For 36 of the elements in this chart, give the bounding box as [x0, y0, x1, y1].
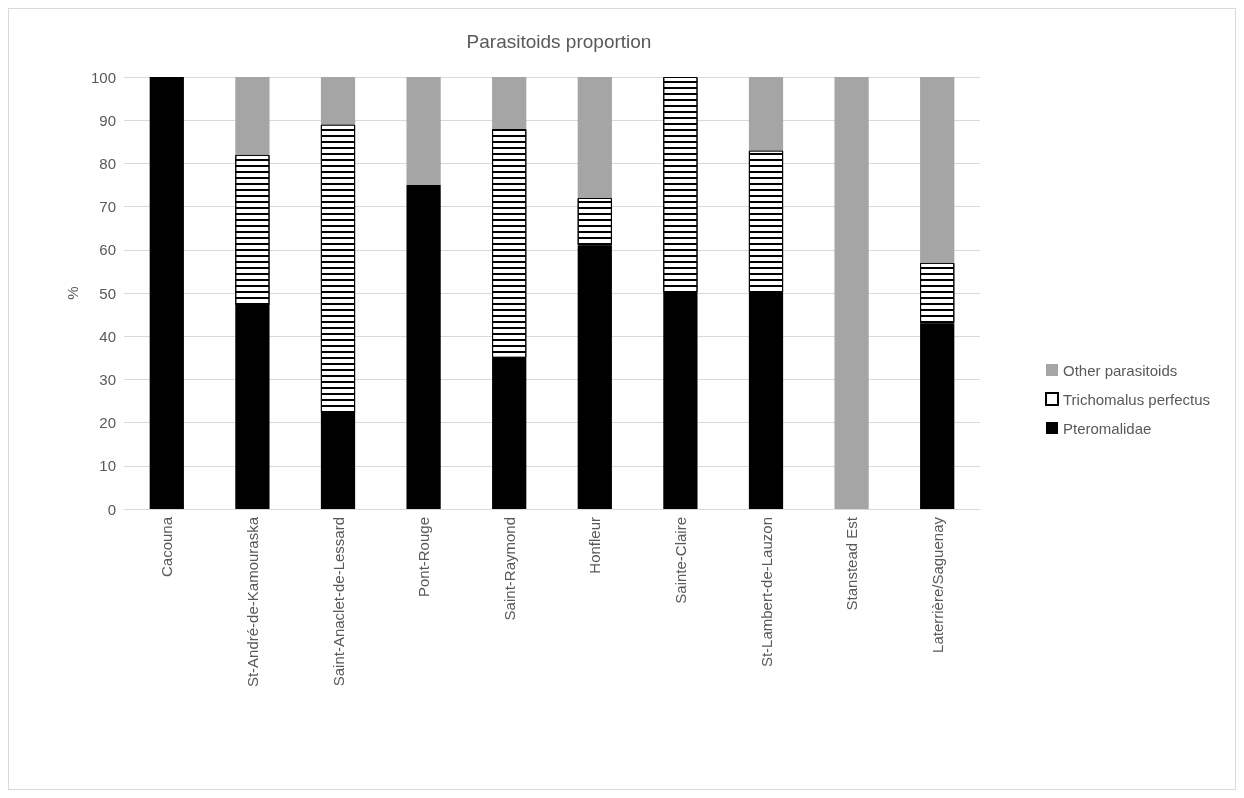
y-tick-label: 20 [99, 414, 116, 432]
bar [748, 77, 784, 151]
bar [492, 77, 527, 129]
bar [320, 77, 356, 125]
y-tick-label: 70 [99, 198, 116, 216]
y-tick-label: 80 [99, 154, 116, 172]
bar [577, 77, 612, 198]
y-tick-label: 60 [99, 241, 116, 259]
bar [149, 77, 184, 509]
y-axis-title: % [64, 286, 82, 300]
y-tick-label: 50 [99, 284, 116, 302]
y-tick-label: 90 [99, 111, 116, 129]
x-tick-label: Laterrière/Saguenay [928, 516, 946, 653]
y-tick-label: 100 [90, 68, 116, 86]
bar [920, 77, 955, 263]
x-tick-label: Stanstead Est [843, 516, 861, 611]
bar [834, 77, 869, 509]
bar [406, 185, 441, 509]
bar [235, 77, 270, 155]
x-tick-label: Pont-Rouge [415, 517, 433, 598]
legend-label: Pteromalidae [1063, 419, 1152, 437]
y-tick-label: 0 [107, 500, 116, 518]
y-tick-label: 40 [99, 327, 116, 345]
x-tick-label: Saint-Raymond [500, 517, 518, 621]
legend-label: Trichomalus perfectus [1063, 390, 1210, 408]
x-tick-label: Saint-Anaclet-de-Lessard [329, 517, 347, 687]
x-tick-label: Sainte-Claire [671, 517, 689, 604]
y-tick-label: 30 [99, 370, 116, 388]
y-tick-label: 10 [99, 457, 116, 475]
bar [406, 77, 441, 185]
x-tick-label: Cacouna [158, 516, 176, 578]
chart-title: Parasitoids proportion [466, 31, 652, 52]
x-tick-label: St-Lambert-de-Lauzon [757, 517, 775, 668]
x-tick-label: St-André-de-Kamouraska [243, 516, 261, 688]
legend-label: Other parasitoids [1063, 361, 1178, 379]
x-tick-label: Honfleur [586, 517, 604, 574]
